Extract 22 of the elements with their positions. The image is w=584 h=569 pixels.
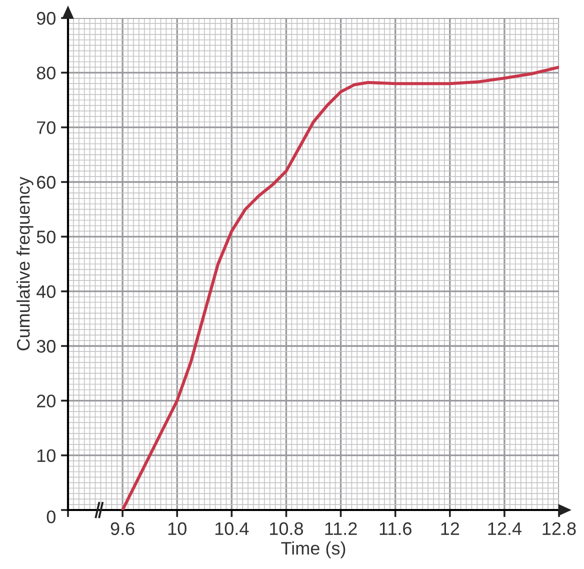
x-tick-label: 10 [168, 522, 186, 536]
x-tick-label: 12.8 [542, 522, 576, 536]
x-tick-label: 11.6 [380, 522, 412, 536]
y-tick-label: 60 [37, 176, 56, 189]
x-tick-label: 9.6 [110, 522, 134, 536]
x-tick-label: 12 [441, 522, 460, 535]
x-tick-label: 12.4 [488, 522, 522, 535]
y-tick-label: 40 [36, 285, 56, 298]
y-tick-label: 80 [36, 66, 56, 80]
x-axis-title: Time (s) [281, 541, 346, 558]
x-tick-label: 11.2 [325, 522, 357, 535]
y-tick-label: 20 [37, 394, 56, 408]
x-tick-label: 10.4 [215, 522, 249, 536]
y-tick-label: 0 [46, 510, 56, 524]
y-tick-label: 90 [36, 12, 56, 25]
line-series [121, 66, 559, 510]
y-tick-label: 10 [37, 449, 56, 462]
y-axis-title: Cumulative frequency [16, 176, 34, 350]
y-tick-label: 50 [36, 230, 56, 244]
y-tick-label: 30 [36, 340, 56, 353]
x-tick-label: 10.8 [270, 522, 304, 536]
y-tick-label: 70 [37, 121, 56, 134]
